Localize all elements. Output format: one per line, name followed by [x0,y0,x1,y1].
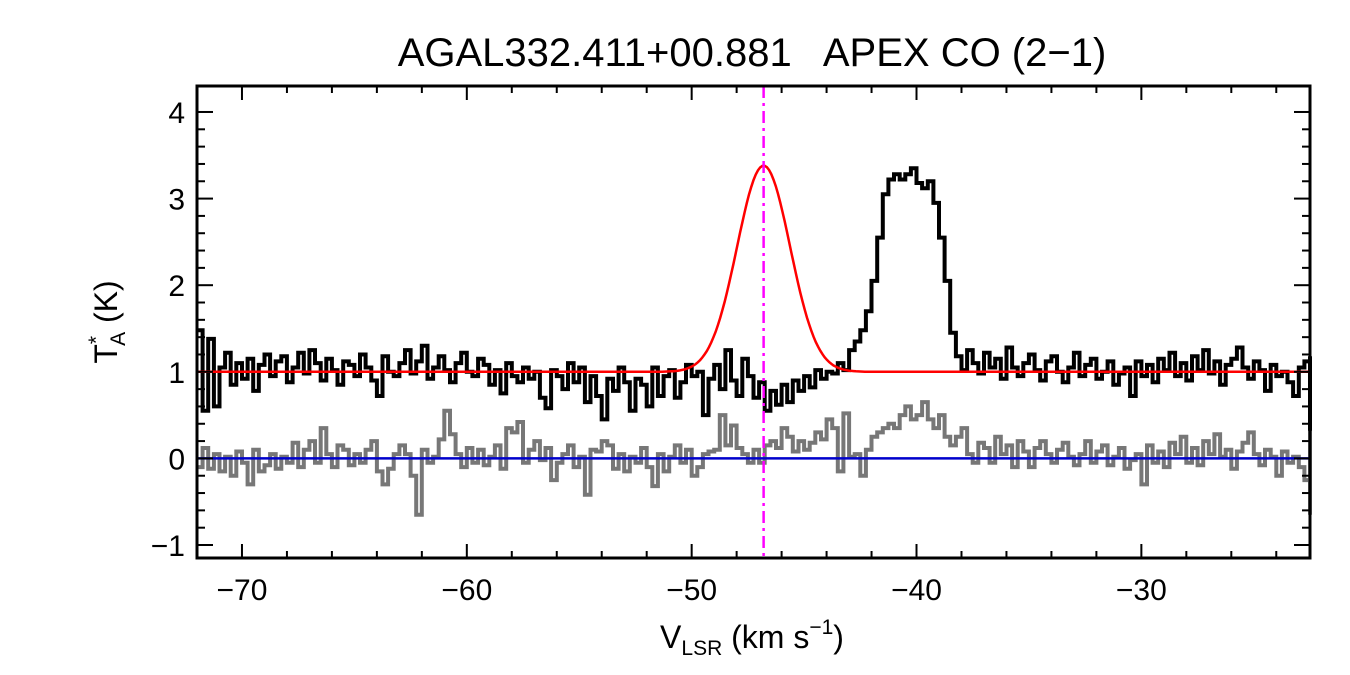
spectrum-series [197,166,1312,431]
y-tick-label: 0 [168,443,185,476]
x-axis: −70 −60 −50 −40 −30 [217,86,1278,607]
x-tick-label: −30 [1116,574,1167,607]
y-axis-label-rest: (K) [88,280,124,332]
residual-line [197,400,1312,517]
x-axis-label-main: V [660,619,682,655]
y-axis-label-main: T [88,344,124,364]
y-axis-label: T*A (K) [85,280,130,363]
residual-series [197,400,1312,517]
fit-line [197,164,1310,374]
plot-frame [195,84,1312,560]
chart-title: AGAL332.411+00.881 APEX CO (2−1) [398,31,1107,75]
x-tick-label: −70 [217,574,268,607]
y-axis: −1 0 1 2 3 4 [151,97,1310,563]
plot-area [197,86,1312,558]
x-axis-label-end: ) [833,619,844,655]
x-tick-label: −50 [666,574,717,607]
y-tick-label: 4 [168,97,185,130]
y-axis-label-sup: * [85,336,108,344]
y-tick-label: 2 [168,270,185,303]
y-axis-label-sub: A [107,332,130,346]
y-tick-label: 1 [168,357,185,390]
x-tick-label: −40 [891,574,942,607]
x-axis-label-rest: (km s [722,619,809,655]
reference-lines [197,86,1310,558]
spectrum-line [197,166,1312,431]
y-tick-label: 3 [168,184,185,217]
x-tick-label: −60 [441,574,492,607]
x-axis-label-sup: −1 [809,616,833,639]
y-tick-label: −1 [151,530,185,563]
gaussian-fit-series [197,164,1310,374]
x-axis-label-sub: LSR [681,637,722,660]
x-axis-label: VLSR (km s−1) [660,616,844,660]
